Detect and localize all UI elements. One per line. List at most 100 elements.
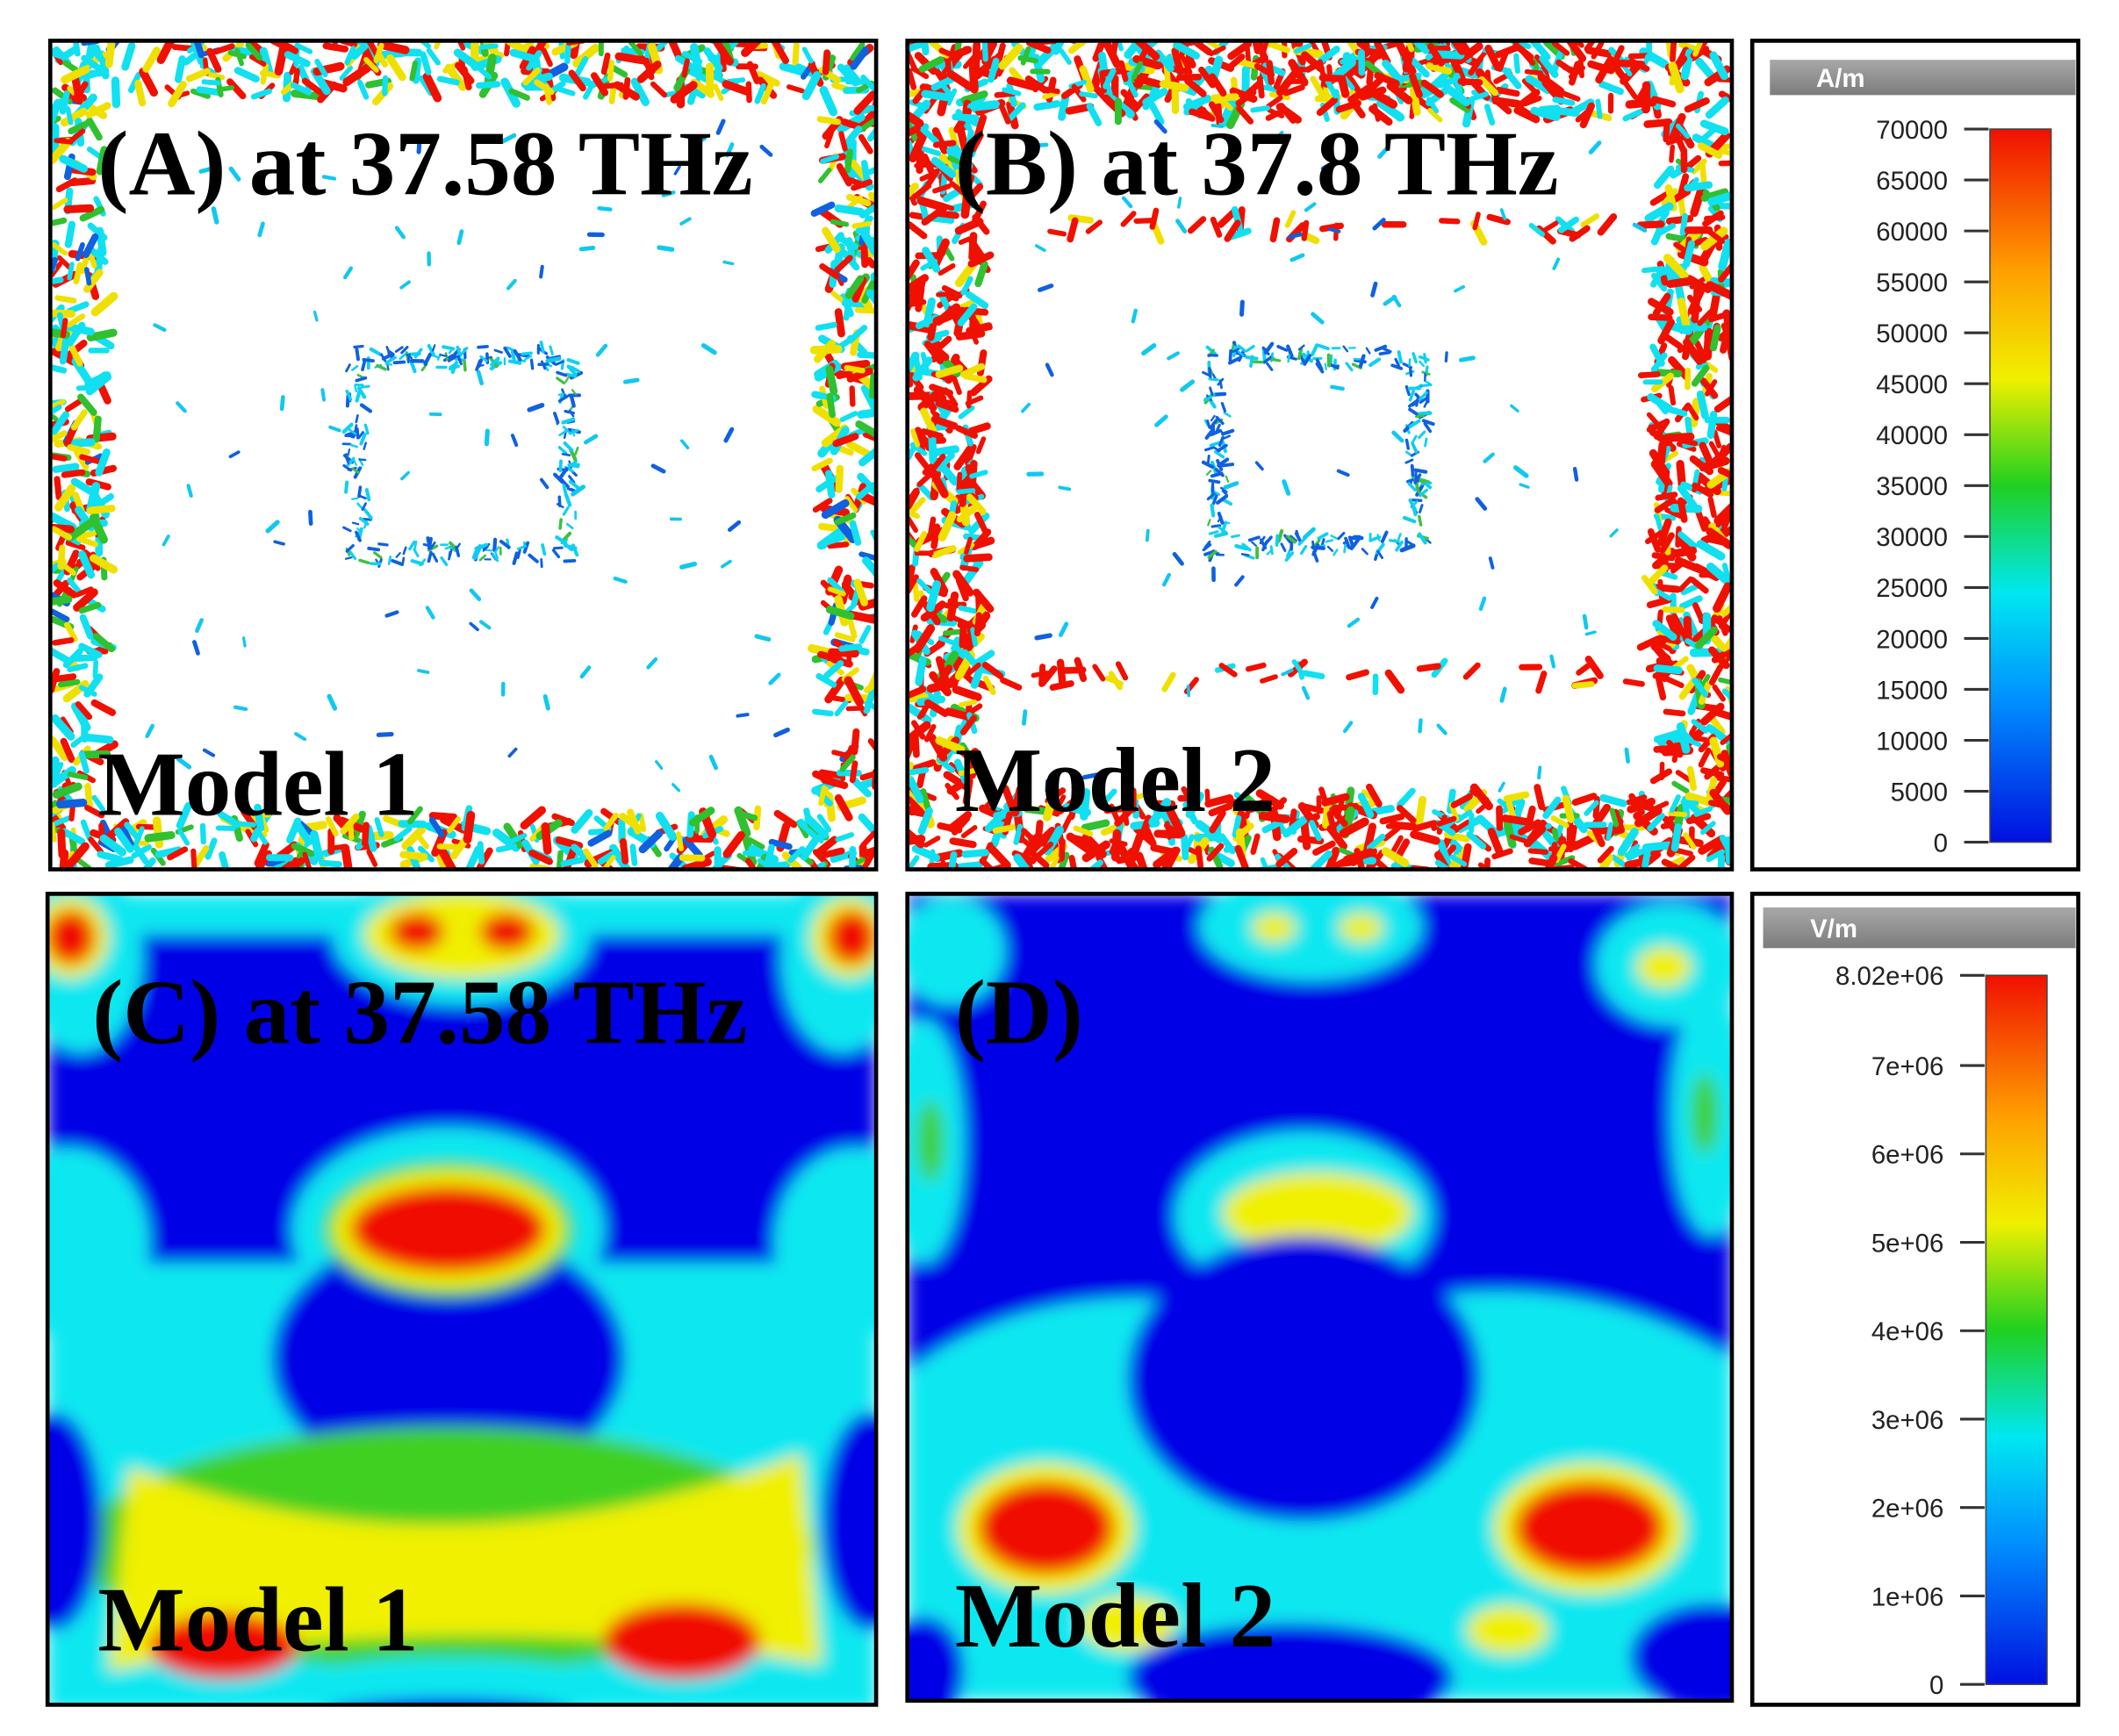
arrow xyxy=(265,520,280,534)
arrow xyxy=(1571,681,1595,689)
arrow xyxy=(1187,216,1207,234)
arrow xyxy=(1627,797,1656,814)
arrow xyxy=(565,372,578,378)
arrow xyxy=(360,384,370,389)
arrow xyxy=(59,561,76,576)
arrow xyxy=(966,100,1001,112)
arrow xyxy=(373,551,383,559)
arrow xyxy=(1625,97,1657,109)
arrow xyxy=(1195,845,1204,869)
arrow xyxy=(847,617,858,639)
arrow xyxy=(1439,218,1461,225)
arrow xyxy=(1282,815,1308,838)
arrow xyxy=(1404,458,1414,464)
arrow xyxy=(1311,312,1325,325)
arrow xyxy=(1125,78,1139,98)
arrow xyxy=(1207,549,1218,559)
arrow xyxy=(80,819,92,841)
arrow xyxy=(561,417,576,425)
arrow xyxy=(444,63,467,91)
arrow xyxy=(938,47,959,60)
arrow xyxy=(78,642,103,658)
arrow xyxy=(86,117,103,141)
panel-a-field xyxy=(50,40,877,870)
arrow xyxy=(359,432,367,446)
arrow xyxy=(922,247,941,273)
arrow xyxy=(1677,576,1693,592)
arrow xyxy=(373,42,384,64)
arrow xyxy=(1316,97,1339,117)
colorbar-header xyxy=(1770,60,2076,96)
arrow xyxy=(64,438,96,448)
colorbar-tick-label: 20000 xyxy=(1876,625,1948,654)
arrow xyxy=(96,226,107,257)
arrow xyxy=(1423,380,1431,384)
arrow xyxy=(955,425,979,439)
arrow xyxy=(1121,196,1133,209)
arrow xyxy=(245,42,262,61)
arrow xyxy=(846,610,877,624)
arrow xyxy=(858,118,877,133)
arrow xyxy=(425,606,435,620)
arrow xyxy=(558,467,569,480)
arrow xyxy=(907,515,919,534)
arrow xyxy=(1680,582,1702,596)
arrow xyxy=(1120,89,1140,110)
arrow xyxy=(1234,543,1249,551)
arrow xyxy=(834,512,857,526)
arrow xyxy=(257,221,265,238)
arrow xyxy=(970,627,978,647)
arrow xyxy=(308,509,313,526)
arrow xyxy=(1282,479,1291,496)
arrow xyxy=(1628,58,1650,72)
arrow xyxy=(583,848,599,869)
arrow xyxy=(1223,481,1239,490)
arrow xyxy=(614,52,646,65)
arrow xyxy=(301,77,323,96)
arrow xyxy=(192,640,200,656)
arrow xyxy=(174,55,186,83)
arrow xyxy=(853,578,868,606)
arrow xyxy=(963,553,993,563)
arrow xyxy=(992,824,1016,834)
arrow xyxy=(1423,353,1427,364)
arrow xyxy=(937,635,957,646)
arrow xyxy=(1224,219,1241,242)
colorbar-unit: V/m xyxy=(1810,915,1857,943)
arrow xyxy=(846,195,863,210)
arrow xyxy=(1411,499,1423,502)
arrow xyxy=(1703,327,1713,361)
arrow xyxy=(463,359,467,372)
arrow xyxy=(572,43,600,68)
arrow xyxy=(934,664,953,690)
arrow xyxy=(1488,556,1495,570)
arrow xyxy=(104,40,116,68)
arrow xyxy=(1372,218,1386,231)
arrow xyxy=(1223,411,1232,418)
arrow xyxy=(1033,100,1061,111)
arrow xyxy=(325,816,339,837)
arrow xyxy=(1663,118,1670,143)
arrow xyxy=(959,621,967,649)
arrow xyxy=(144,830,176,843)
arrow xyxy=(1250,833,1261,855)
arrow xyxy=(1665,233,1690,243)
arrow xyxy=(1706,281,1732,300)
arrow xyxy=(1383,825,1401,842)
arrow xyxy=(402,546,407,556)
arrow xyxy=(442,345,456,351)
arrow xyxy=(427,550,433,563)
arrow xyxy=(528,553,539,563)
arrow xyxy=(1444,831,1470,843)
arrow xyxy=(1214,450,1225,459)
arrow xyxy=(820,154,840,164)
arrow xyxy=(528,850,553,865)
arrow xyxy=(1245,355,1259,361)
arrow xyxy=(385,355,397,364)
arrow xyxy=(510,434,519,448)
arrow xyxy=(1380,530,1389,543)
arrow xyxy=(1397,533,1402,542)
colorbar-tick-label: 50000 xyxy=(1876,319,1948,348)
arrow xyxy=(279,395,285,412)
